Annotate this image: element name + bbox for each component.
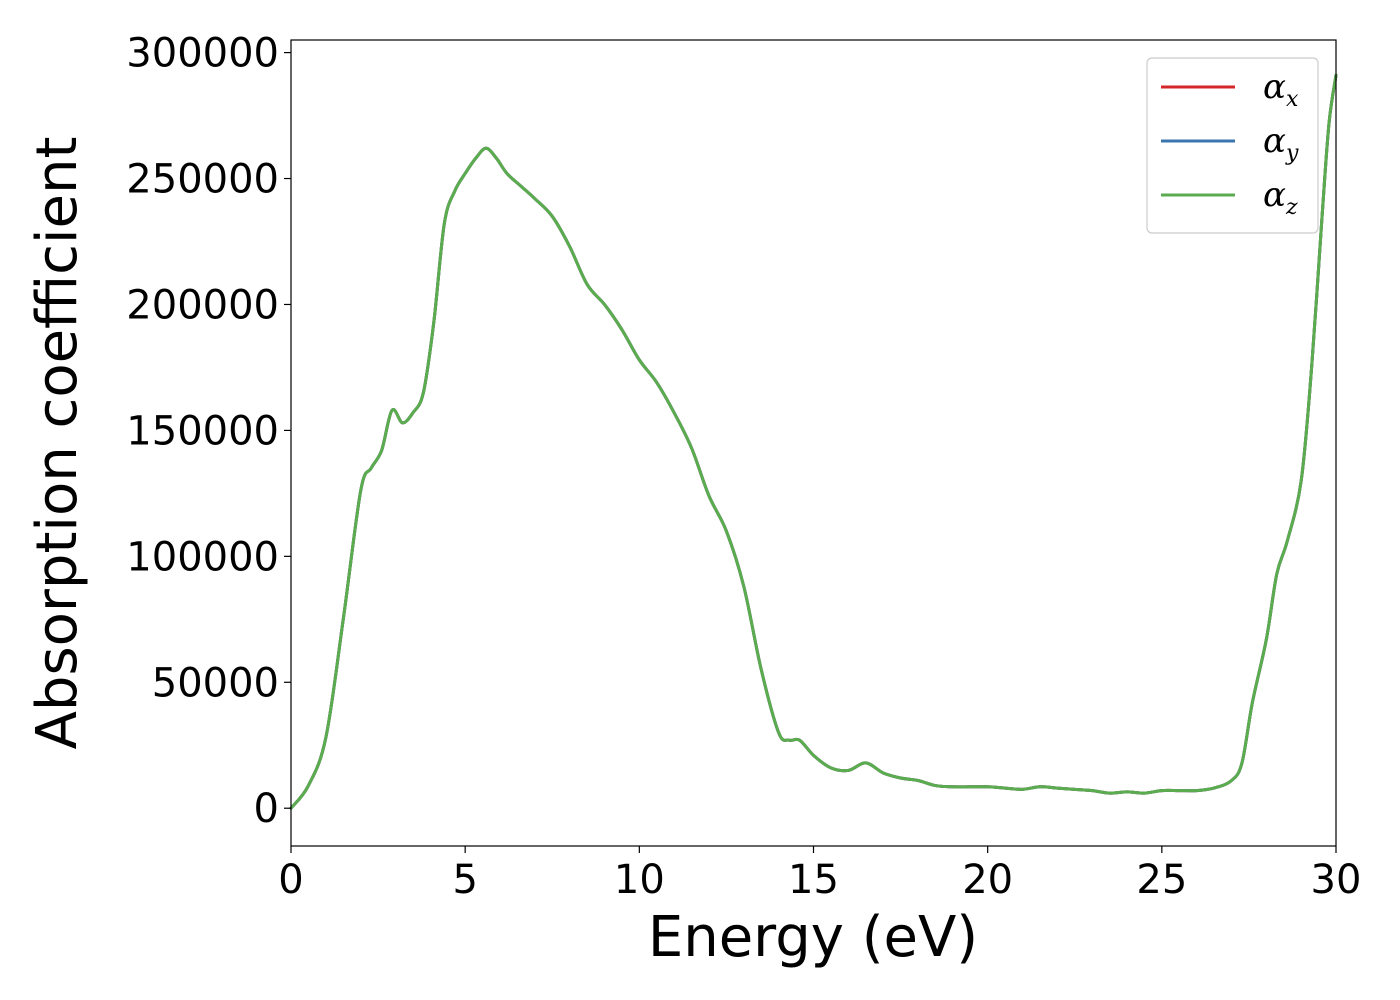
legend: αx αy αz [1146,57,1319,234]
legend-label-z: αz [1263,175,1298,220]
x-tick-label: 5 [452,857,477,903]
series-layer [289,73,1338,810]
y-tick-label: 150000 [126,408,279,454]
y-tick-label: 250000 [126,157,279,203]
y-tick-label: 200000 [126,282,279,328]
y-tick-label: 300000 [126,31,279,77]
series-line-3 [289,73,1338,810]
y-tick-label: 100000 [126,534,279,580]
x-tick-label: 0 [278,857,303,903]
x-tick-label: 15 [788,857,839,903]
legend-label-y: αy [1263,121,1299,166]
legend-label-x: αx [1263,67,1299,112]
x-tick-label: 20 [962,857,1013,903]
y-tick-label: 0 [254,786,279,832]
x-tick-label: 25 [1136,857,1187,903]
x-axis-title: Energy (eV) [648,905,978,970]
x-tick-label: 10 [614,857,665,903]
x-tick-label: 30 [1311,857,1362,903]
y-axis-title: Absorption coefficient [25,137,90,750]
legend-box [1146,57,1319,234]
x-axis: 0 5 10 15 20 25 30 [278,846,1361,903]
y-axis: 0 50000 100000 150000 200000 250000 300000 [126,31,291,832]
y-tick-label: 50000 [152,660,279,706]
